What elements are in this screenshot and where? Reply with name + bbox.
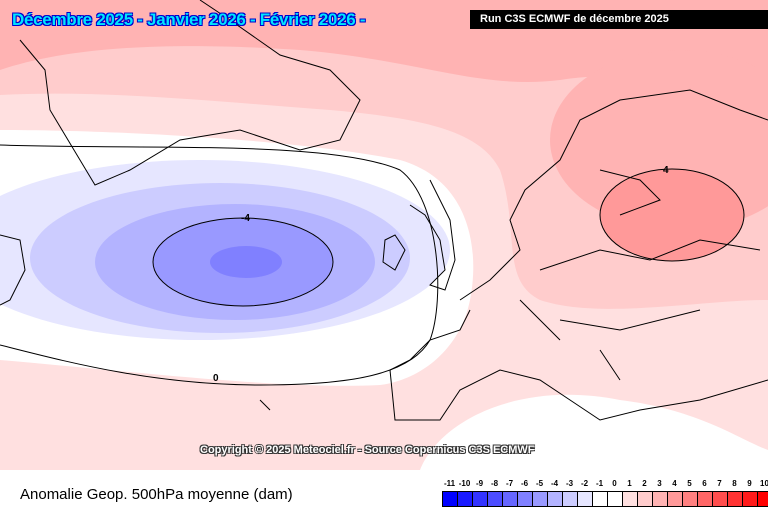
- colorbar-cell: [563, 492, 578, 506]
- colorbar-cell: [698, 492, 713, 506]
- greenland-coast: [19, 0, 361, 186]
- canada-coast: [0, 234, 26, 306]
- ireland-coast: [382, 234, 406, 271]
- scandinavia-coast: [459, 89, 768, 301]
- colorbar-label: 0: [612, 479, 617, 488]
- colorbar-label: -2: [580, 479, 589, 488]
- british-isles-coast: [409, 179, 456, 291]
- colorbar-label: -1: [595, 479, 604, 488]
- colorbar-label: -5: [535, 479, 544, 488]
- colorbar-cell: [503, 492, 518, 506]
- southern-europe-coast: [389, 309, 768, 421]
- colorbar-label: 10: [760, 479, 768, 488]
- colorbar-label: 5: [687, 479, 692, 488]
- country-borders: [519, 239, 761, 381]
- colorbar-label: -11: [443, 479, 456, 488]
- colorbar-label: 2: [642, 479, 647, 488]
- colorbar-cell: [653, 492, 668, 506]
- run-label: Run C3S ECMWF de décembre 2025: [470, 10, 768, 29]
- colorbar-label: 1: [627, 479, 632, 488]
- coastlines: [0, 0, 768, 421]
- colorbar-cell: [728, 492, 743, 506]
- band-positive-4: [600, 169, 744, 261]
- legend-footer: Anomalie Geop. 500hPa moyenne (dam) -11-…: [0, 470, 768, 512]
- colorbar-labels: -11 -10 -9 -8 -7 -6 -5 -4 -3 -2 -1 0 1 2 3 4 5 6 7 8 9 10: [442, 479, 768, 488]
- anomaly-map: -4 0 4: [0, 0, 768, 470]
- contour-label-zero: 0: [213, 373, 219, 384]
- band-zero-south: [420, 394, 768, 470]
- colorbar-label: 7: [717, 479, 722, 488]
- contour-plus-4: [599, 168, 745, 262]
- colorbar-cell: [458, 492, 473, 506]
- colorbar-cell: [608, 492, 623, 506]
- legend-caption: Anomalie Geop. 500hPa moyenne (dam): [20, 486, 293, 503]
- contour-minus-4: [152, 217, 334, 307]
- colorbar-label: -8: [490, 479, 499, 488]
- colorbar-label: -9: [475, 479, 484, 488]
- colorbar-cell: [488, 492, 503, 506]
- colorbar-cell: [443, 492, 458, 506]
- colorbar-cell: [683, 492, 698, 506]
- colorbar-cell: [713, 492, 728, 506]
- copyright-text: Copyright © 2025 Meteociel.fr - Source C…: [200, 444, 535, 456]
- band-positive-1-south: [0, 392, 430, 470]
- colorbar-label: 4: [672, 479, 677, 488]
- colorbar-cell: [638, 492, 653, 506]
- colorbar-cell: [758, 492, 768, 506]
- colorbar-cell: [518, 492, 533, 506]
- contour-label-minus-4: -4: [241, 213, 250, 224]
- colorbar-cell: [668, 492, 683, 506]
- forecast-period-title: Décembre 2025 - Janvier 2026 - Février 2…: [12, 10, 366, 29]
- contour-zero: [0, 144, 439, 386]
- colorbar-label: -10: [458, 479, 471, 488]
- colorbar-label: 9: [747, 479, 752, 488]
- colorbar-cell: [473, 492, 488, 506]
- colorbar-label: 3: [657, 479, 662, 488]
- colorbar-label: -3: [565, 479, 574, 488]
- colorbar-cell: [593, 492, 608, 506]
- colorbar-label: 8: [732, 479, 737, 488]
- contour-label-plus-4: 4: [663, 165, 669, 176]
- colorbar-cell: [623, 492, 638, 506]
- colorbar-cell: [533, 492, 548, 506]
- colorbar-label: -7: [505, 479, 514, 488]
- colorbar-cell: [743, 492, 758, 506]
- colorbar-cell: [578, 492, 593, 506]
- colorbar-label: 6: [702, 479, 707, 488]
- colorbar-label: -4: [550, 479, 559, 488]
- band-negative-5: [210, 246, 282, 278]
- colorbar: [442, 491, 768, 507]
- colorbar-label: -6: [520, 479, 529, 488]
- baltic-coast: [259, 169, 661, 411]
- colorbar-cell: [548, 492, 563, 506]
